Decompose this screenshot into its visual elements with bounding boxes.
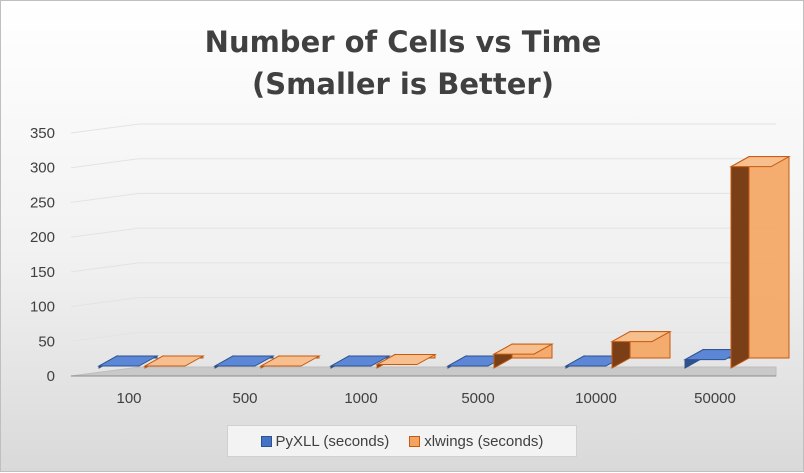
y-tick-label: 250 — [30, 194, 55, 211]
y-tick-label: 300 — [30, 160, 55, 177]
gridline-side-150 — [70, 262, 140, 273]
legend-swatch-pyxll — [260, 435, 272, 447]
legend-label-pyxll: PyXLL (seconds) — [275, 432, 390, 450]
x-tick-label-50000: 50000 — [694, 390, 736, 407]
legend: PyXLL (seconds) xlwings (seconds) — [227, 425, 577, 457]
y-tick-label: 100 — [30, 299, 55, 316]
legend-item-xlwings: xlwings (seconds) — [409, 433, 543, 450]
xlwings-bar-5000-top — [492, 343, 554, 355]
xlwings-bar-100-top — [143, 355, 205, 367]
gridline-side-50 — [70, 331, 140, 342]
xlwings-bar-1000-top — [375, 354, 437, 366]
y-tick-label: 0 — [47, 368, 55, 385]
chart-title-line-1: Number of Cells vs Time — [204, 25, 602, 59]
x-tick-label-500: 500 — [232, 390, 257, 407]
y-tick-label: 150 — [30, 264, 55, 281]
x-tick-label-100: 100 — [116, 390, 141, 407]
pyxll-bar-100-top — [97, 355, 159, 367]
gridline-side-250 — [70, 192, 140, 203]
chart-floor — [70, 366, 777, 377]
gridline-side-200 — [70, 227, 140, 238]
pyxll-bar-1000-top — [329, 355, 391, 367]
xlwings-bar-10000-top — [610, 331, 672, 343]
gridline-side-100 — [70, 297, 140, 308]
xlwings-bar-50000-top — [729, 156, 791, 168]
gridline-side-350 — [70, 123, 140, 134]
chart-title-line-2: (Smaller is Better) — [252, 67, 554, 101]
xlwings-bar-50000-front — [748, 156, 790, 359]
gridline-side-300 — [70, 158, 140, 169]
legend-label-xlwings: xlwings (seconds) — [424, 432, 544, 450]
x-tick-label-10000: 10000 — [575, 390, 617, 407]
y-tick-label: 350 — [30, 125, 55, 142]
pyxll-bar-500-top — [213, 355, 275, 367]
y-tick-label: 200 — [30, 229, 55, 246]
legend-swatch-xlwings — [409, 435, 421, 447]
x-tick-label-1000: 1000 — [344, 390, 377, 407]
xlwings-bar-500-top — [259, 355, 321, 367]
legend-item-pyxll: PyXLL (seconds) — [260, 432, 390, 450]
x-tick-label-5000: 5000 — [461, 390, 494, 407]
y-tick-label: 50 — [38, 333, 55, 350]
xlwings-bar-50000-side — [730, 155, 750, 369]
